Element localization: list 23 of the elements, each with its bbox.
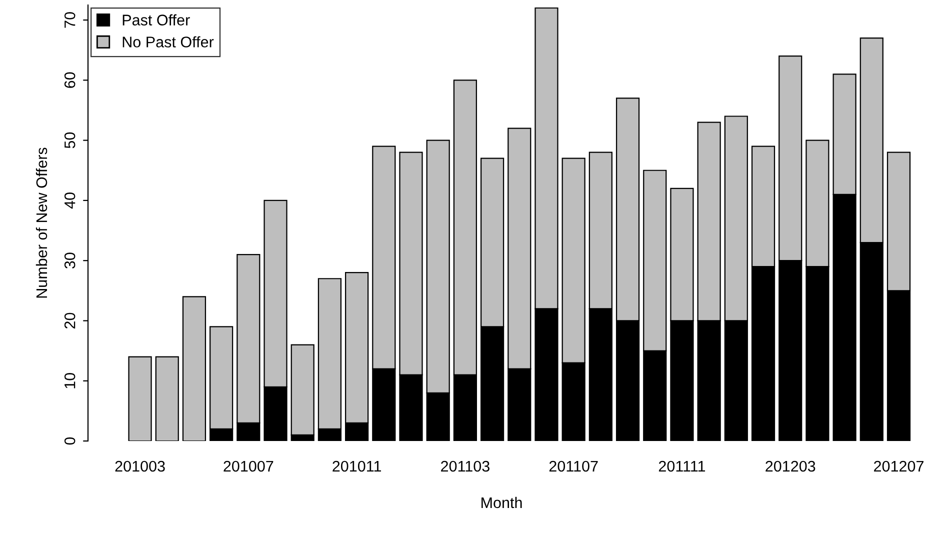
bar [128, 356, 152, 441]
bar [182, 296, 206, 441]
y-tick-label: 0 [64, 437, 76, 445]
y-tick-label: 70 [64, 12, 76, 28]
x-tick-label: 201111 [658, 460, 706, 472]
x-tick-label: 201203 [766, 460, 816, 472]
bar [155, 356, 179, 441]
y-axis-title: Number of New Offers [36, 148, 48, 298]
y-tick-label: 50 [64, 132, 76, 148]
x-tick-label: 201011 [332, 460, 381, 472]
y-tick-label: 20 [64, 312, 76, 328]
x-tick-label: 201003 [115, 460, 165, 472]
x-axis-title: Month [482, 496, 522, 508]
x-tick-label: 201007 [224, 460, 274, 472]
y-tick-label: 40 [64, 192, 76, 209]
x-tick-label: 201107 [549, 460, 598, 472]
legend-label: Past Offer [122, 14, 190, 26]
y-tick-label: 30 [64, 252, 76, 268]
y-tick-label: 60 [64, 72, 76, 88]
x-tick-label: 201103 [441, 460, 490, 472]
legend-label: No Past Offer [122, 36, 214, 48]
y-tick-label: 10 [64, 372, 76, 388]
x-tick-label: 201207 [874, 460, 924, 472]
